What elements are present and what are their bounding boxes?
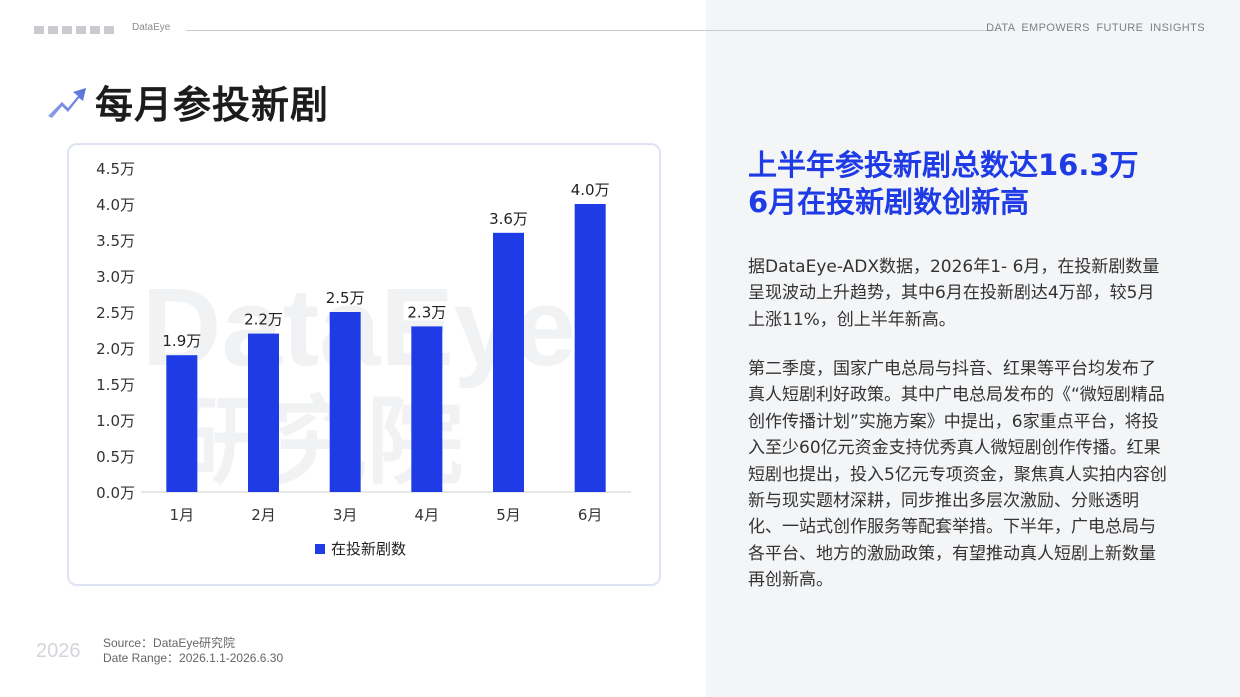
bar — [493, 232, 524, 493]
x-tick-label: 3月 — [333, 506, 358, 524]
y-tick-label: 0.5万 — [96, 448, 135, 466]
data-label: 2.3万 — [407, 303, 446, 321]
x-tick-label: 4月 — [415, 506, 440, 524]
bar — [248, 333, 279, 492]
date-range-line: Date Range：2026.1.1-2026.6.30 — [103, 651, 284, 665]
y-tick-label: 3.0万 — [96, 268, 135, 286]
chart-card: DataEye研究院0.0万0.5万1.0万1.5万2.0万2.5万3.0万3.… — [67, 143, 661, 586]
x-tick-label: 2月 — [251, 506, 276, 524]
x-tick-label: 1月 — [170, 506, 195, 524]
headline-line-2: 6月在投新剧数创新高 — [748, 185, 1030, 219]
bar — [411, 326, 443, 492]
paragraph-summary: 据DataEye-ADX数据，2026年1- 6月，在投新剧数量呈现波动上升趋势… — [748, 257, 1160, 330]
x-tick-label: 5月 — [496, 506, 521, 524]
source-line: Source：DataEye研究院 — [103, 636, 236, 650]
data-label: 4.0万 — [571, 181, 610, 199]
data-label: 2.2万 — [244, 311, 283, 329]
y-tick-label: 0.0万 — [96, 484, 135, 502]
y-tick-label: 4.5万 — [96, 160, 135, 178]
data-label: 1.9万 — [162, 332, 201, 350]
data-label: 2.5万 — [326, 289, 365, 307]
y-tick-label: 3.5万 — [96, 232, 135, 250]
x-tick-label: 6月 — [578, 506, 603, 524]
footer-year: 2026 — [36, 640, 81, 662]
headline: 上半年参投新剧总数达16.3万 6月在投新剧数创新高 — [748, 147, 1139, 221]
header-decoration — [34, 26, 114, 34]
page-title: 每月参投新剧 — [95, 83, 330, 127]
brand-label: DataEye — [132, 22, 171, 33]
headline-line-1: 上半年参投新剧总数达16.3万 — [748, 148, 1139, 182]
bar — [574, 204, 606, 492]
header-divider — [186, 30, 998, 31]
y-tick-label: 2.0万 — [96, 340, 135, 358]
legend-label: 在投新剧数 — [331, 540, 406, 558]
paragraph-policy: 第二季度，国家广电总局与抖音、红果等平台均发布了真人短剧利好政策。其中广电总局发… — [748, 359, 1167, 591]
right-panel — [706, 0, 1240, 697]
y-tick-label: 1.5万 — [96, 376, 135, 394]
footer-source: Source：DataEye研究院 Date Range：2026.1.1-20… — [103, 636, 283, 666]
y-tick-label: 4.0万 — [96, 196, 135, 214]
y-tick-label: 2.5万 — [96, 304, 135, 322]
bar — [166, 355, 198, 492]
tagline: DATA EMPOWERS FUTURE INSIGHTS — [986, 22, 1205, 34]
trend-arrow-icon — [48, 88, 86, 118]
y-tick-label: 1.0万 — [96, 412, 135, 430]
bar-chart: DataEye研究院0.0万0.5万1.0万1.5万2.0万2.5万3.0万3.… — [96, 160, 631, 558]
bar — [329, 312, 361, 492]
legend-swatch — [315, 544, 325, 554]
data-label: 3.6万 — [489, 210, 528, 228]
